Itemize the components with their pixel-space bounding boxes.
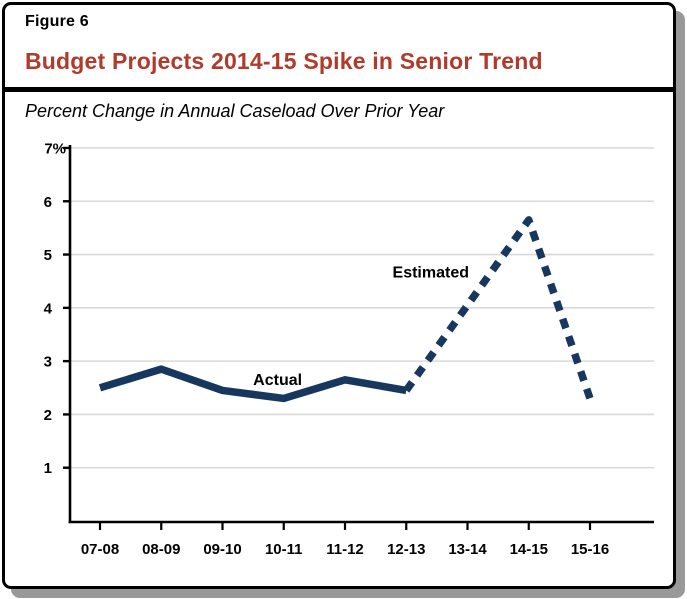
y-axis-tick-label: 7% bbox=[44, 140, 66, 157]
series-line-estimated bbox=[403, 216, 594, 400]
y-axis-tick-label: 6 bbox=[44, 194, 52, 211]
chart-subtitle: Percent Change in Annual Caseload Over P… bbox=[25, 101, 445, 121]
annotation-estimated-label: Estimated bbox=[393, 265, 469, 282]
x-axis-tick-label: 13-14 bbox=[448, 541, 487, 558]
figure-number: Figure 6 bbox=[25, 13, 89, 30]
x-axis-tick-label: 10-11 bbox=[265, 541, 303, 558]
figure-title: Budget Projects 2014-15 Spike in Senior … bbox=[25, 48, 543, 74]
x-axis-tick-label: 09-10 bbox=[203, 541, 241, 558]
y-axis-tick-label: 5 bbox=[44, 247, 52, 264]
y-axis-tick-label: 4 bbox=[44, 300, 53, 317]
x-axis-tick-label: 15-16 bbox=[571, 541, 609, 558]
x-axis-tick-label: 07-08 bbox=[81, 541, 119, 558]
y-axis-tick-label: 1 bbox=[44, 460, 52, 477]
annotation-actual-label: Actual bbox=[253, 372, 302, 389]
y-axis-tick-label: 2 bbox=[44, 407, 52, 424]
x-axis-tick-label: 14-15 bbox=[510, 541, 548, 558]
figure-panel: Figure 6 Budget Projects 2014-15 Spike i… bbox=[2, 2, 676, 589]
series-line-actual bbox=[98, 365, 407, 403]
title-separator-rule bbox=[5, 87, 673, 92]
y-axis-tick-label: 3 bbox=[44, 354, 52, 371]
x-axis-tick-label: 11-12 bbox=[326, 541, 364, 558]
x-axis-tick-label: 08-09 bbox=[142, 541, 180, 558]
caseload-trend-chart: 1 2 3 4 5 6 7% 07-08 08-09 09-10 10-11 11-12 12-13 13… bbox=[44, 140, 654, 558]
x-axis-tick-label: 12-13 bbox=[387, 541, 425, 558]
